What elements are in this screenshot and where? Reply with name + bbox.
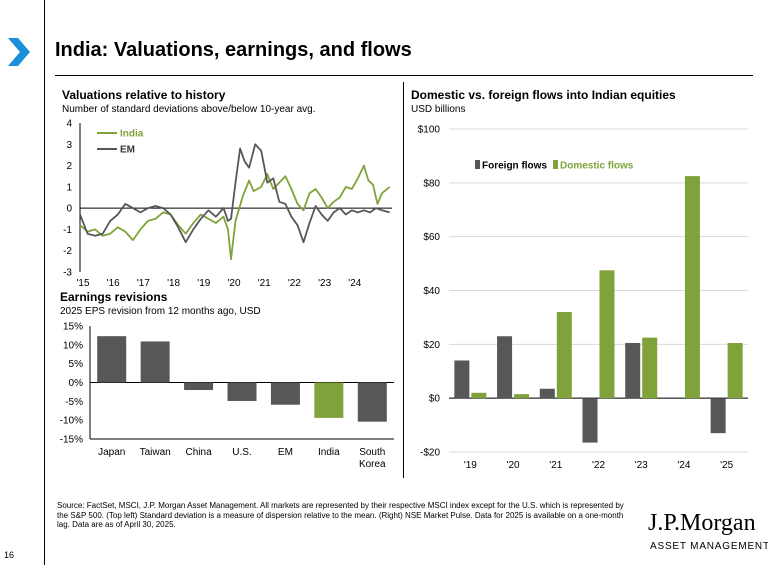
legend-swatch-domestic-flows xyxy=(553,160,558,169)
bar-taiwan xyxy=(140,341,170,383)
category-label: South xyxy=(359,447,385,458)
y-tick-label: $0 xyxy=(429,394,441,405)
x-tick-label: '25 xyxy=(720,460,733,471)
earnings-title: Earnings revisions xyxy=(60,290,168,304)
x-tick-label: '17 xyxy=(137,278,150,289)
x-tick-label: '24 xyxy=(677,460,690,471)
y-tick-label: -3 xyxy=(63,268,72,279)
y-tick-label: 1 xyxy=(66,182,72,193)
page-number: 16 xyxy=(4,550,15,560)
title-rule xyxy=(55,75,753,76)
x-tick-label: '18 xyxy=(167,278,180,289)
valuations-line-chart: 4 3 2 1 0 -1 -2 -3 '15 '16 '17 '18 '19 '20 '21 '22 '23 '2… xyxy=(63,119,392,289)
category-label: Japan xyxy=(98,447,125,458)
x-tick-label: '20 xyxy=(507,460,520,471)
source-note: Source: FactSet, MSCI, J.P. Morgan Asset… xyxy=(57,501,624,529)
earnings-bar-chart: 15% 10% 5% 0% -5% -10% -15% Japan Taiwan China U.S… xyxy=(60,322,394,470)
y-tick-label: 4 xyxy=(66,119,72,130)
x-tick-label: '23 xyxy=(635,460,648,471)
x-tick-label: '16 xyxy=(107,278,120,289)
chevron-right-icon xyxy=(8,38,30,66)
series-line-em xyxy=(79,143,390,244)
y-tick-label: -5% xyxy=(65,397,83,408)
y-tick-label: $80 xyxy=(423,178,440,189)
asset-management-logo: ASSET MANAGEMENT xyxy=(650,541,768,552)
flows-subtitle: USD billions xyxy=(411,104,466,115)
legend-label-em: EM xyxy=(120,145,135,156)
x-tick-label: '23 xyxy=(318,278,331,289)
category-label: U.S. xyxy=(232,447,251,458)
bar-south-korea xyxy=(357,382,387,422)
bar-foreign-flows-23 xyxy=(625,342,641,399)
y-tick-label: $100 xyxy=(418,125,441,136)
y-tick-label: 0% xyxy=(69,378,84,389)
x-tick-label: '21 xyxy=(258,278,271,289)
bar-india xyxy=(314,382,344,418)
y-tick-label: -1 xyxy=(63,225,72,236)
y-tick-label: -$20 xyxy=(420,448,440,459)
flows-bar-chart: $100 $80 $60 $40 $20 $0 -$20 '19 '20 '21 '22 '23 '24… xyxy=(418,125,748,471)
category-label: Taiwan xyxy=(140,447,171,458)
flows-title: Domestic vs. foreign flows into Indian e… xyxy=(411,88,676,102)
x-tick-label: '24 xyxy=(348,278,361,289)
valuations-subtitle: Number of standard deviations above/belo… xyxy=(62,104,316,115)
bar-japan xyxy=(97,336,127,383)
bar-domestic-flows-21 xyxy=(556,312,572,399)
earnings-subtitle: 2025 EPS revision from 12 months ago, US… xyxy=(60,306,261,317)
category-label: EM xyxy=(278,447,293,458)
y-tick-label: $20 xyxy=(423,340,440,351)
panel-divider xyxy=(403,82,404,478)
y-tick-label: 5% xyxy=(69,359,84,370)
y-tick-label: 15% xyxy=(63,322,83,333)
bar-foreign-flows-25 xyxy=(710,398,726,434)
category-label: China xyxy=(186,447,213,458)
legend-swatch-foreign-flows xyxy=(475,160,480,169)
bar-foreign-flows-20 xyxy=(497,336,513,399)
bar-domestic-flows-22 xyxy=(599,270,615,399)
bar-foreign-flows-19 xyxy=(454,360,470,399)
x-tick-label: '15 xyxy=(76,278,89,289)
y-tick-label: $40 xyxy=(423,286,440,297)
y-tick-label: -2 xyxy=(63,246,72,257)
bar-china xyxy=(184,382,214,391)
page-title: India: Valuations, earnings, and flows xyxy=(55,39,412,61)
category-label: India xyxy=(318,447,340,458)
x-tick-label: '20 xyxy=(227,278,240,289)
bar-foreign-flows-21 xyxy=(539,388,555,399)
bar-domestic-flows-23 xyxy=(642,337,658,399)
category-label: Korea xyxy=(359,459,386,470)
x-tick-label: '19 xyxy=(464,460,477,471)
legend-label-india: India xyxy=(120,129,144,140)
bar-foreign-flows-22 xyxy=(582,398,598,443)
jpmorgan-logo: J.P.Morgan xyxy=(648,510,756,536)
y-tick-label: 2 xyxy=(66,161,72,172)
legend-label-domestic-flows: Domestic flows xyxy=(560,161,634,172)
x-tick-label: '19 xyxy=(197,278,210,289)
x-tick-label: '21 xyxy=(549,460,562,471)
legend-label-foreign-flows: Foreign flows xyxy=(482,161,547,172)
bar-domestic-flows-25 xyxy=(727,342,743,399)
bar-domestic-flows-20 xyxy=(514,394,530,399)
bar-em xyxy=(270,382,300,405)
y-tick-label: -15% xyxy=(60,435,83,446)
y-tick-label: 10% xyxy=(63,340,83,351)
bar-domestic-flows-24 xyxy=(684,176,700,399)
bar-domestic-flows-19 xyxy=(471,392,487,399)
x-tick-label: '22 xyxy=(288,278,301,289)
left-margin-rule xyxy=(44,0,45,565)
bar-u-s- xyxy=(227,382,257,401)
y-tick-label: -10% xyxy=(60,416,83,427)
y-tick-label: $60 xyxy=(423,232,440,243)
valuations-title: Valuations relative to history xyxy=(62,88,226,102)
x-tick-label: '22 xyxy=(592,460,605,471)
series-line-india xyxy=(79,164,391,261)
y-tick-label: 3 xyxy=(66,140,72,151)
y-tick-label: 0 xyxy=(66,204,72,215)
